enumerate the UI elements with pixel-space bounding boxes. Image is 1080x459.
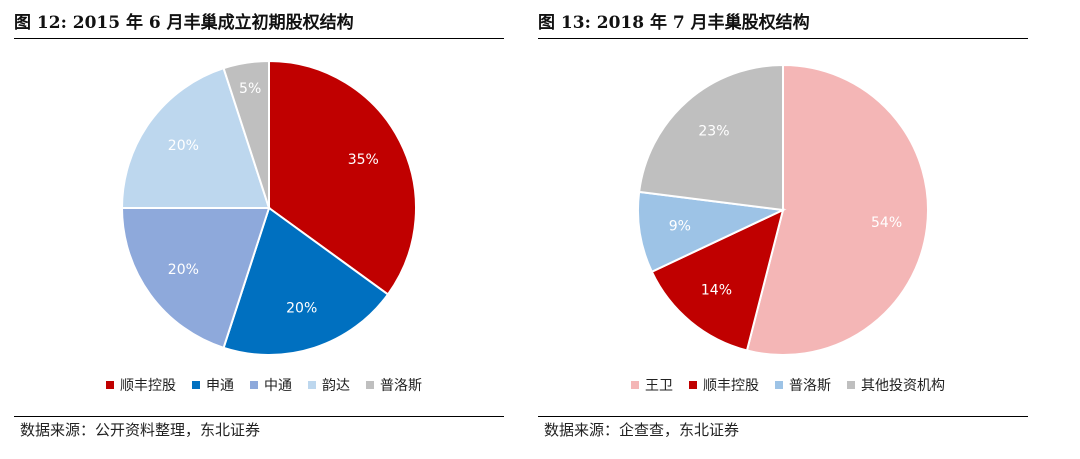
data-source-note: 数据来源：企查查，东北证券 <box>538 416 1028 446</box>
data-source-note: 数据来源：公开资料整理，东北证券 <box>14 416 504 446</box>
slice-value-label: 20% <box>286 301 317 317</box>
legend-item: 普洛斯 <box>366 375 422 395</box>
legend-label: 顺丰控股 <box>120 378 176 394</box>
legend-item: 顺丰控股 <box>689 375 759 395</box>
legend-label: 王卫 <box>645 378 673 394</box>
legend-swatch <box>366 381 374 389</box>
pie-slice-1 <box>268 59 417 296</box>
legend-item: 其他投资机构 <box>847 375 945 395</box>
chart-title: 图 13: 2018 年 7 月丰巢股权结构 <box>538 8 1028 39</box>
slice-value-label: 23% <box>698 124 729 140</box>
legend-item: 韵达 <box>308 375 350 395</box>
legend-swatch <box>192 381 200 389</box>
legend-label: 申通 <box>206 378 234 394</box>
legend-label: 顺丰控股 <box>703 378 759 394</box>
slice-value-label: 20% <box>168 262 199 278</box>
chart-title: 图 12: 2015 年 6 月丰巢成立初期股权结构 <box>14 8 504 39</box>
legend-swatch <box>689 381 697 389</box>
legend-item: 顺丰控股 <box>106 375 176 395</box>
pie-slice-2 <box>222 206 390 356</box>
legend-item: 中通 <box>250 375 292 395</box>
chart-legend: 王卫 顺丰控股 普洛斯 其他投资机构 <box>538 370 1038 400</box>
legend-swatch <box>631 381 639 389</box>
pie-chart-2015: 35% 20% 20% 20% 5% <box>120 59 417 356</box>
pie-slice-4 <box>638 63 784 212</box>
legend-label: 韵达 <box>322 378 350 394</box>
legend-swatch <box>775 381 783 389</box>
pie-chart-2018: 54% 14% 9% 23% <box>637 63 929 356</box>
slice-value-label: 54% <box>871 215 902 231</box>
legend-swatch <box>250 381 258 389</box>
legend-swatch <box>847 381 855 389</box>
chart-panel-2015: 图 12: 2015 年 6 月丰巢成立初期股权结构 35% 20% 20% 20% 5… <box>14 0 514 459</box>
legend-item: 普洛斯 <box>775 375 831 395</box>
legend-label: 普洛斯 <box>380 378 422 394</box>
slice-value-label: 20% <box>168 138 199 154</box>
slice-value-label: 35% <box>348 152 379 168</box>
chart-legend: 顺丰控股 申通 中通 韵达 普洛斯 <box>14 370 514 400</box>
legend-item: 王卫 <box>631 375 673 395</box>
slice-value-label: 9% <box>669 218 691 234</box>
legend-label: 中通 <box>264 378 292 394</box>
legend-item: 申通 <box>192 375 234 395</box>
pie-slice-2 <box>650 208 785 352</box>
pie-slice-3 <box>637 190 787 274</box>
chart-panel-2018: 图 13: 2018 年 7 月丰巢股权结构 54% 14% 9% 23% 王卫 顺丰控… <box>538 0 1038 459</box>
legend-swatch <box>106 381 114 389</box>
pie-slice-3 <box>120 207 271 350</box>
legend-swatch <box>308 381 316 389</box>
pie-slice-4 <box>120 66 271 209</box>
slice-value-label: 14% <box>701 282 732 298</box>
legend-label: 其他投资机构 <box>861 378 945 394</box>
pie-slice-5 <box>222 59 270 209</box>
legend-label: 普洛斯 <box>789 378 831 394</box>
pie-slice-1 <box>745 63 929 356</box>
slice-value-label: 5% <box>239 81 261 97</box>
